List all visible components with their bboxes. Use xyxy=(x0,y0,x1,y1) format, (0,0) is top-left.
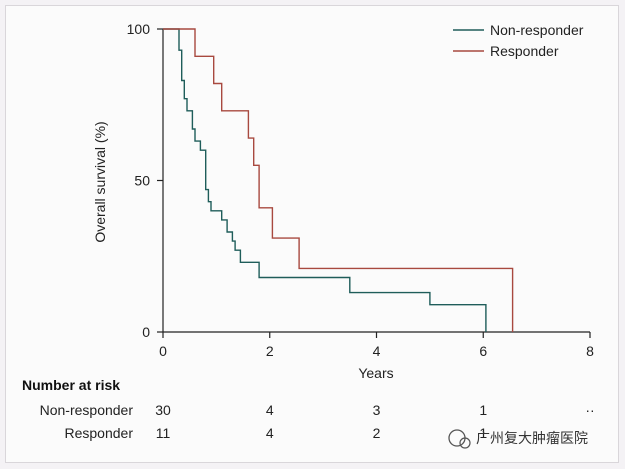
series-line-non-responder xyxy=(163,28,487,332)
risk-value: 4 xyxy=(266,425,274,441)
x-ticks: 0 2 4 6 8 xyxy=(159,332,594,359)
y-ticks: 0 50 100 xyxy=(127,21,163,340)
legend: Non-responder Responder xyxy=(453,22,584,59)
risk-value: 11 xyxy=(156,425,171,441)
x-tick-label: 4 xyxy=(373,343,381,359)
x-tick-label: 8 xyxy=(586,343,594,359)
risk-value: 1 xyxy=(479,402,487,418)
risk-value: 4 xyxy=(266,402,274,418)
risk-value: 3 xyxy=(373,402,381,418)
y-tick-label: 50 xyxy=(134,173,150,189)
risk-value: ·· xyxy=(585,402,594,418)
risk-value: 2 xyxy=(373,425,381,441)
x-axis-label: Years xyxy=(358,365,393,381)
x-tick-label: 6 xyxy=(479,343,487,359)
y-tick-label: 100 xyxy=(127,21,151,37)
x-tick-label: 0 xyxy=(159,343,167,359)
risk-value: 1 xyxy=(479,425,487,441)
watermark-text: 广州复大肿瘤医院 xyxy=(476,430,588,446)
y-tick-label: 0 xyxy=(142,324,150,340)
legend-label-responder: Responder xyxy=(490,43,559,59)
y-axis-label: Overall survival (%) xyxy=(92,121,108,242)
risk-value: 30 xyxy=(155,402,171,418)
series-lines xyxy=(163,28,514,332)
series-line-responder xyxy=(163,28,514,332)
legend-label-non-responder: Non-responder xyxy=(490,22,584,38)
risk-row-label-responder: Responder xyxy=(65,425,134,441)
x-tick-label: 2 xyxy=(266,343,274,359)
risk-values: 30 4 3 1 ·· 11 4 2 1 xyxy=(155,402,594,441)
risk-table-title: Number at risk xyxy=(22,377,120,393)
watermark: 广州复大肿瘤医院 xyxy=(448,429,588,449)
chart-frame xyxy=(5,5,619,463)
risk-row-label-non-responder: Non-responder xyxy=(40,402,134,418)
wechat-logo-dot xyxy=(459,437,471,449)
